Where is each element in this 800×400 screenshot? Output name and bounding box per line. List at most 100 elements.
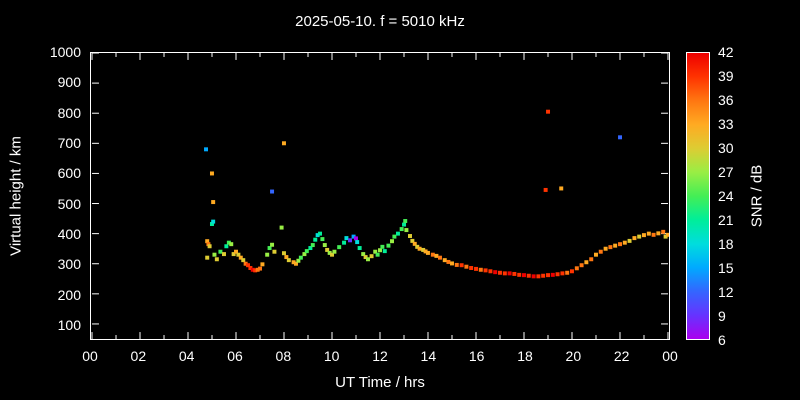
x-axis-label: UT Time / hrs: [335, 374, 425, 391]
y-tick-label: 100: [57, 316, 81, 333]
data-point: [253, 268, 258, 273]
colorbar-label: SNR / dB: [748, 164, 766, 228]
data-point: [483, 268, 488, 273]
data-point: [469, 266, 474, 270]
x-tick-label: 04: [178, 348, 195, 364]
data-point: [526, 273, 531, 278]
plot-area: [90, 52, 670, 340]
data-point: [497, 270, 502, 275]
data-point: [656, 231, 661, 236]
x-tick-label: 06: [227, 348, 243, 364]
colorbar-tick-label: 36: [718, 92, 734, 108]
y-tick-label: 700: [57, 134, 81, 151]
data-point: [661, 229, 666, 234]
data-point: [434, 253, 439, 258]
data-point: [403, 219, 408, 224]
colorbar-tick-label: 39: [718, 68, 734, 84]
data-point: [255, 267, 260, 272]
data-point: [353, 236, 358, 241]
data-point: [313, 237, 318, 242]
data-point: [205, 255, 210, 260]
data-point: [541, 273, 546, 278]
data-point: [298, 255, 303, 260]
data-point: [450, 261, 454, 266]
data-point: [361, 252, 366, 257]
data-point: [446, 259, 451, 264]
data-point: [224, 244, 229, 249]
colorbar-tick-label: 12: [718, 284, 734, 300]
data-point: [348, 238, 352, 243]
colorbar-tick-label: 21: [718, 212, 734, 228]
data-point: [618, 242, 623, 247]
scatter-canvas: [91, 53, 669, 339]
data-point: [281, 251, 286, 256]
data-point: [546, 109, 551, 114]
data-point: [382, 249, 387, 254]
data-point: [229, 242, 234, 247]
data-point: [430, 252, 435, 257]
data-point: [474, 266, 479, 271]
data-point: [603, 246, 608, 251]
data-point: [412, 241, 417, 246]
data-point: [522, 273, 526, 278]
data-point: [258, 266, 263, 271]
data-point: [378, 248, 382, 253]
data-point: [209, 222, 214, 226]
data-point: [594, 252, 598, 257]
y-axis-label: Virtual height / km: [7, 136, 25, 256]
data-point: [222, 252, 226, 257]
data-point: [410, 238, 415, 243]
data-point: [205, 239, 210, 244]
y-tick-label: 800: [57, 104, 81, 121]
data-point: [241, 258, 246, 263]
data-point: [344, 236, 349, 241]
data-point: [363, 255, 368, 260]
data-point: [651, 232, 656, 237]
data-point: [546, 273, 551, 278]
data-point: [284, 255, 289, 260]
data-point: [291, 260, 296, 265]
data-point: [373, 249, 378, 254]
data-point: [392, 234, 397, 239]
colorbar-tick-label: 18: [718, 236, 734, 252]
colorbar-tick-label: 42: [718, 44, 734, 60]
data-point: [559, 186, 564, 191]
data-point: [493, 270, 498, 275]
data-point: [270, 189, 275, 194]
data-point: [637, 234, 642, 239]
y-tick-label: 500: [57, 195, 81, 212]
data-point: [267, 246, 272, 251]
x-tick-label: 08: [275, 348, 292, 364]
data-point: [517, 272, 522, 277]
x-tick-label: 10: [323, 348, 340, 364]
data-point: [454, 262, 459, 267]
data-point: [351, 234, 356, 239]
data-point: [399, 227, 404, 232]
data-point: [395, 231, 400, 236]
x-tick-label: 14: [420, 348, 437, 364]
colorbar-tick-label: 27: [718, 164, 734, 180]
data-point: [569, 269, 574, 274]
data-point: [246, 263, 251, 268]
data-point: [423, 249, 428, 254]
data-point: [365, 257, 370, 262]
data-point: [464, 264, 469, 269]
data-point: [332, 249, 337, 254]
data-point: [243, 261, 248, 266]
data-point: [663, 234, 668, 239]
data-point: [248, 266, 253, 270]
y-tick-label: 600: [57, 165, 81, 182]
data-point: [579, 263, 584, 268]
data-point: [408, 234, 412, 239]
data-point: [327, 250, 332, 255]
data-point: [218, 249, 223, 254]
colorbar: [686, 52, 710, 340]
x-tick-label: 16: [468, 348, 485, 364]
colorbar-tick-label: 33: [718, 116, 734, 132]
data-point: [531, 274, 536, 279]
data-point: [646, 231, 651, 236]
data-point: [589, 257, 594, 262]
data-point: [211, 219, 216, 224]
data-point: [442, 258, 447, 263]
